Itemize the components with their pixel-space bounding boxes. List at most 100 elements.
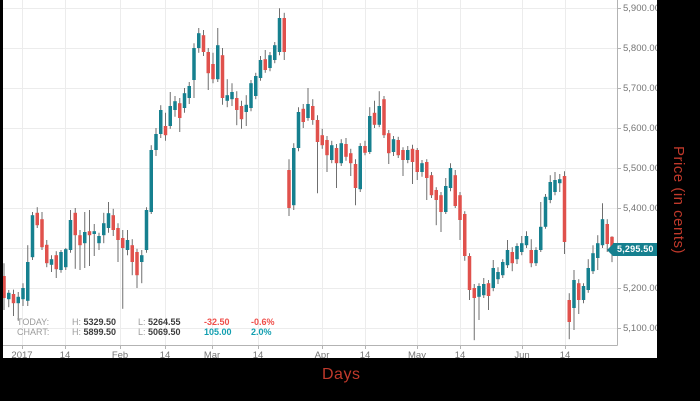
candle-body-up (444, 186, 448, 212)
candle-body-up (581, 286, 586, 300)
candle-body-up (7, 292, 11, 300)
x-tick-label: Feb (112, 350, 128, 358)
legend-today-change: -32.50 (204, 317, 230, 327)
legend-chart-label: CHART: (17, 327, 50, 337)
candle-body-down (349, 153, 353, 164)
candle-body-down (45, 244, 49, 264)
candle (410, 144, 415, 184)
price-axis-band[interactable]: Price (in cents) (657, 0, 700, 401)
candle-body-up (296, 112, 301, 148)
candle (7, 290, 11, 308)
candle (477, 283, 481, 320)
candle (553, 172, 557, 196)
candle (273, 42, 277, 64)
candle-body-down (220, 55, 225, 98)
candle-body-down (410, 148, 415, 162)
candle-body-up (448, 168, 453, 188)
candle-body-up (539, 226, 543, 250)
candle (144, 207, 149, 253)
candle (211, 52, 215, 84)
candle (311, 99, 315, 125)
candle (600, 203, 605, 248)
time-axis-band[interactable]: Days (0, 358, 700, 401)
last-price-badge: 5,295.50 (607, 243, 658, 257)
candle (68, 210, 73, 253)
candle (149, 145, 153, 214)
legend-row-chart: CHART: H: 5899.50 L: 5069.50 105.00 2.0% (17, 327, 291, 337)
candle-body-down (429, 175, 434, 196)
candle-body-up (586, 268, 590, 290)
x-tick-label: Apr (315, 350, 330, 358)
candle (434, 187, 438, 226)
candle-body-down (425, 162, 429, 178)
candle (173, 96, 177, 117)
legend-chart-change-pct: 2.0% (251, 327, 272, 337)
candle (21, 283, 25, 306)
candle (97, 232, 101, 250)
chart-area[interactable]: 2017 14 Feb 14 Mar 14 Apr 14 May 14 Jun 14 5,900.00 5… (0, 0, 658, 358)
candle-body-up (258, 60, 263, 78)
candle (140, 250, 144, 284)
candle (515, 243, 519, 264)
x-axis-title: Days (322, 366, 361, 383)
candle-body-up (83, 232, 87, 244)
candle (135, 248, 139, 288)
legend-today-change-pct: -0.6% (251, 317, 275, 327)
candle (292, 143, 296, 210)
candle-body-down (301, 108, 305, 122)
candle (239, 100, 244, 129)
x-tick-label: 14 (60, 350, 71, 358)
candle (472, 284, 476, 341)
legend-today-low: L: 5264.55 (138, 317, 181, 327)
candle-body-down (78, 235, 82, 246)
candle (586, 259, 590, 293)
candle (244, 95, 248, 126)
candle (505, 240, 510, 268)
candle-body-down (567, 300, 571, 322)
candle-body-up (168, 106, 172, 126)
candle (491, 260, 495, 292)
candle-body-up (496, 272, 500, 280)
candle-body-up (505, 250, 510, 266)
x-tick-label: 14 (160, 350, 171, 358)
candle (372, 100, 377, 128)
candle-body-down (453, 175, 457, 206)
candle-body-down (510, 252, 514, 264)
candle (163, 112, 168, 141)
candle-body-down (40, 219, 44, 248)
candle (83, 212, 87, 268)
candle (159, 105, 163, 138)
candle (577, 279, 581, 314)
candle (382, 96, 386, 138)
candle (353, 159, 358, 206)
candle (482, 278, 486, 298)
candle (178, 98, 182, 132)
candle (111, 208, 115, 236)
candle (391, 136, 396, 156)
candle (387, 130, 391, 164)
y-tick-label: 5,900.00 (623, 3, 657, 14)
candle (596, 235, 600, 270)
candle-body-up (591, 253, 595, 272)
candle-body-up (216, 45, 220, 80)
candle-body-up (64, 249, 68, 268)
candle (368, 107, 372, 154)
candle-body-up (420, 163, 424, 172)
candle (220, 48, 225, 105)
candle-body-down (287, 170, 291, 208)
legend-today-high: H: 5329.50 (72, 317, 117, 327)
candle (206, 48, 210, 90)
candlestick-chart-canvas[interactable]: 2017 14 Feb 14 Mar 14 Apr 14 May 14 Jun 14 5,900.00 5… (0, 0, 657, 358)
candle (534, 247, 538, 266)
candle (187, 82, 191, 104)
candle (197, 28, 201, 53)
candle (496, 267, 500, 284)
candle (106, 202, 111, 233)
candle-body-up (368, 116, 372, 152)
x-tick-label: 14 (253, 350, 264, 358)
candle-body-up (154, 134, 158, 150)
candle (543, 194, 548, 229)
legend-chart-low: L: 5069.50 (138, 327, 181, 337)
y-tick-label: 5,200.00 (623, 283, 657, 294)
